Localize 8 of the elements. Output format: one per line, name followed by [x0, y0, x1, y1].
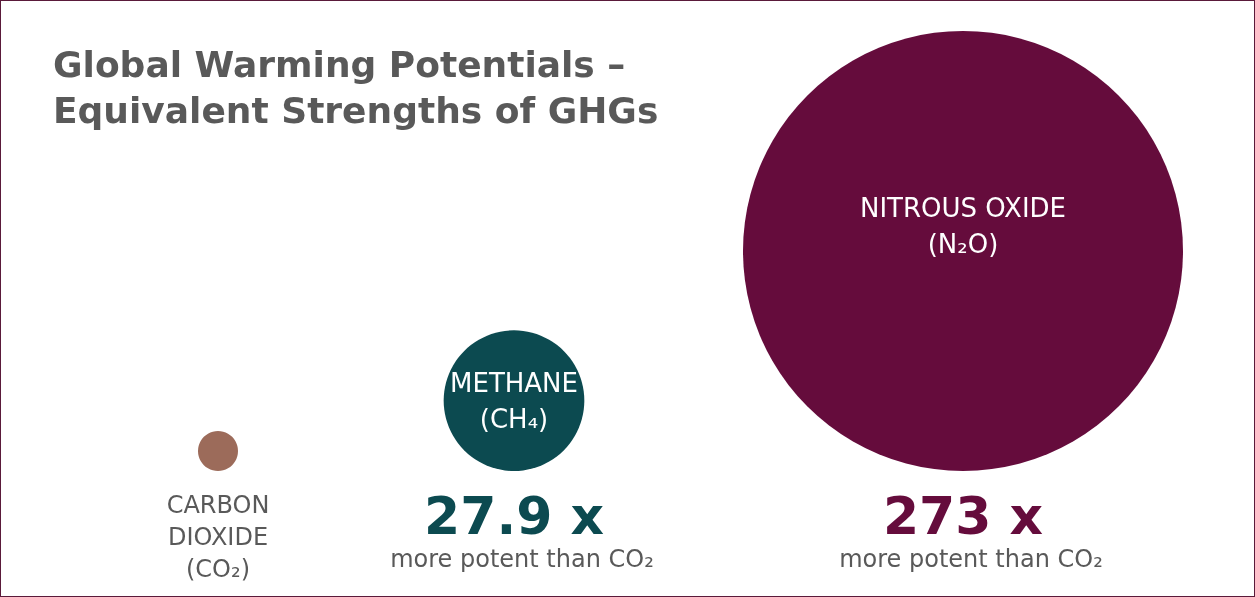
category-label: CARBON DIOXIDE (CO₂) — [166, 491, 270, 583]
data-label: 27.9 x — [424, 486, 604, 546]
text: Global Warming Potentials – Equivalent Strengths of GHGs — [53, 43, 659, 131]
text: more potent than CO₂ — [839, 545, 1103, 573]
category-label: METHANE (CH₄) — [450, 367, 578, 434]
text: more potent than CO₂ — [390, 545, 654, 573]
category-label: NITROUS OXIDE (N₂O) — [859, 193, 1067, 259]
data-label: 273 x — [882, 486, 1044, 546]
